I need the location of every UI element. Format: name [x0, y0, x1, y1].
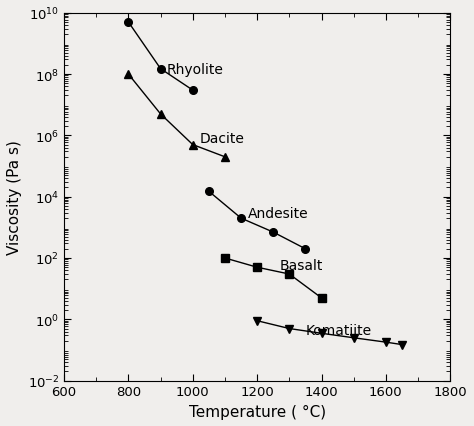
- Text: Dacite: Dacite: [199, 132, 244, 146]
- Text: Rhyolite: Rhyolite: [167, 63, 224, 77]
- Y-axis label: Viscosity (Pa s): Viscosity (Pa s): [7, 140, 22, 254]
- Text: Komatiite: Komatiite: [305, 323, 372, 337]
- Text: Andesite: Andesite: [247, 206, 308, 220]
- Text: Basalt: Basalt: [280, 258, 323, 272]
- X-axis label: Temperature ( °C): Temperature ( °C): [189, 404, 326, 419]
